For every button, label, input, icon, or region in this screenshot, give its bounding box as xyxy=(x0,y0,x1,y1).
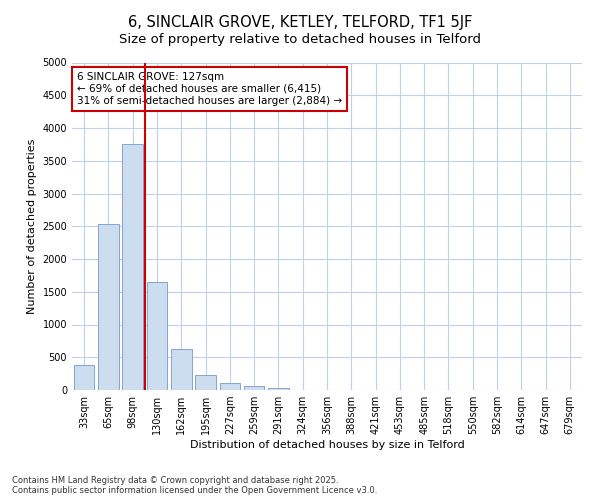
Bar xyxy=(146,282,167,390)
Y-axis label: Number of detached properties: Number of detached properties xyxy=(27,138,37,314)
Text: Size of property relative to detached houses in Telford: Size of property relative to detached ho… xyxy=(119,32,481,46)
Bar xyxy=(244,386,265,390)
Text: Contains HM Land Registry data © Crown copyright and database right 2025.
Contai: Contains HM Land Registry data © Crown c… xyxy=(12,476,377,495)
Bar xyxy=(195,374,216,390)
Bar xyxy=(98,224,119,390)
Bar xyxy=(74,365,94,390)
Bar xyxy=(122,144,143,390)
Bar xyxy=(268,388,289,390)
Bar xyxy=(220,384,240,390)
Text: 6, SINCLAIR GROVE, KETLEY, TELFORD, TF1 5JF: 6, SINCLAIR GROVE, KETLEY, TELFORD, TF1 … xyxy=(128,15,472,30)
Bar xyxy=(171,350,191,390)
X-axis label: Distribution of detached houses by size in Telford: Distribution of detached houses by size … xyxy=(190,440,464,450)
Text: 6 SINCLAIR GROVE: 127sqm
← 69% of detached houses are smaller (6,415)
31% of sem: 6 SINCLAIR GROVE: 127sqm ← 69% of detach… xyxy=(77,72,342,106)
